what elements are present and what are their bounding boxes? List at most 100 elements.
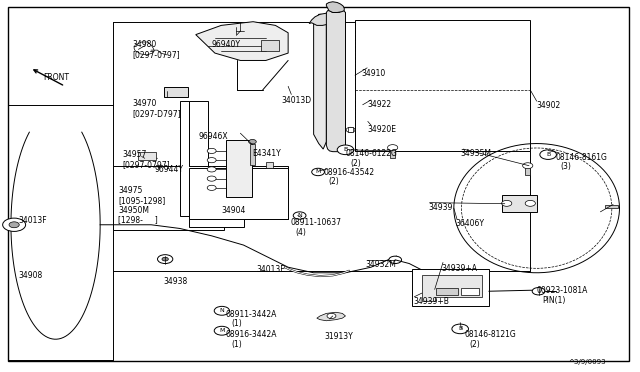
Text: 34922: 34922 [368,100,392,109]
Bar [412,269,489,306]
Text: FRONT: FRONT [43,73,69,82]
Circle shape [248,140,256,144]
Ellipse shape [357,115,365,121]
Text: 34932M: 34932M [366,260,397,269]
Circle shape [540,150,556,160]
Bar [189,167,288,219]
Text: 08146-8121G: 08146-8121G [464,330,516,339]
Polygon shape [422,275,483,301]
Ellipse shape [317,48,321,51]
Text: 34904: 34904 [221,206,246,215]
Circle shape [523,163,533,169]
Circle shape [9,222,19,228]
Text: 31913Y: 31913Y [324,332,353,341]
Text: 08146-6122G: 08146-6122G [346,149,397,158]
Text: [0297-0797]: [0297-0797] [122,160,170,169]
Text: 36406Y: 36406Y [456,219,484,228]
Ellipse shape [316,30,323,35]
Text: 34950M: 34950M [118,206,149,215]
Bar [261,40,279,51]
Text: (2): (2) [351,159,362,168]
Text: 08916-43542: 08916-43542 [323,167,374,177]
Polygon shape [314,14,326,149]
Circle shape [327,313,336,318]
Circle shape [162,257,168,261]
Bar [138,152,156,160]
Text: 34939: 34939 [428,203,452,212]
Text: (4): (4) [295,228,306,237]
Text: (2): (2) [328,177,339,186]
Text: 34970: 34970 [132,99,156,108]
Ellipse shape [353,103,362,110]
Polygon shape [317,312,346,321]
Ellipse shape [336,40,340,44]
Ellipse shape [317,40,322,44]
Circle shape [214,307,230,315]
Text: 08146-8161G: 08146-8161G [556,153,607,162]
Text: M: M [219,328,225,333]
Text: B: B [546,152,550,157]
Bar [525,167,531,175]
Bar [390,148,395,158]
Ellipse shape [332,21,338,26]
Bar [348,126,353,132]
Text: [0297-D797]: [0297-D797] [132,109,180,118]
Text: 34910: 34910 [362,68,386,78]
Text: B: B [458,326,462,331]
Text: 96940Y: 96940Y [212,40,241,49]
Circle shape [337,145,354,155]
Text: 34935M: 34935M [460,149,491,158]
Text: ^3/9/0093: ^3/9/0093 [568,359,606,365]
Text: PIN(1): PIN(1) [541,296,565,305]
Circle shape [346,127,355,132]
Bar [266,162,273,168]
Circle shape [207,185,216,190]
Circle shape [207,176,216,181]
Text: 96946X: 96946X [199,132,228,141]
Text: M: M [316,170,321,174]
Polygon shape [326,2,344,13]
Bar [461,288,479,295]
Text: 34902: 34902 [537,101,561,110]
Bar [436,288,458,295]
Circle shape [207,148,216,154]
Polygon shape [196,22,288,61]
Text: E4341Y: E4341Y [252,149,280,158]
Text: 34975: 34975 [118,186,142,195]
Text: (2): (2) [469,340,480,349]
Bar [502,195,537,212]
Circle shape [293,212,306,219]
Ellipse shape [362,126,370,132]
Ellipse shape [558,288,566,295]
Circle shape [207,167,216,172]
Circle shape [452,324,468,334]
Bar [605,205,618,208]
Text: 34013E: 34013E [256,265,285,275]
Text: 34908: 34908 [19,271,43,280]
Polygon shape [180,101,288,227]
Circle shape [525,201,536,206]
Text: 34980: 34980 [132,40,156,49]
Polygon shape [326,11,346,152]
Text: 00923-1081A: 00923-1081A [537,286,588,295]
Bar [250,144,255,164]
Text: N: N [297,213,302,218]
Bar [355,20,531,151]
Circle shape [389,256,401,263]
Circle shape [3,218,26,231]
Circle shape [388,145,397,151]
Text: 34013F: 34013F [19,216,47,225]
Text: 34938: 34938 [164,277,188,286]
Text: 34939+A: 34939+A [441,263,477,273]
Circle shape [157,255,173,263]
Circle shape [207,158,216,163]
Ellipse shape [335,32,340,35]
Text: 08911-3442A: 08911-3442A [226,310,277,319]
Text: N: N [220,308,224,313]
Text: 96944Y: 96944Y [154,164,183,174]
Text: [1298-     ]: [1298- ] [118,215,157,225]
Circle shape [214,326,230,335]
Bar [113,166,225,230]
Text: B: B [344,147,348,152]
Text: [1095-1298]: [1095-1298] [118,196,165,205]
